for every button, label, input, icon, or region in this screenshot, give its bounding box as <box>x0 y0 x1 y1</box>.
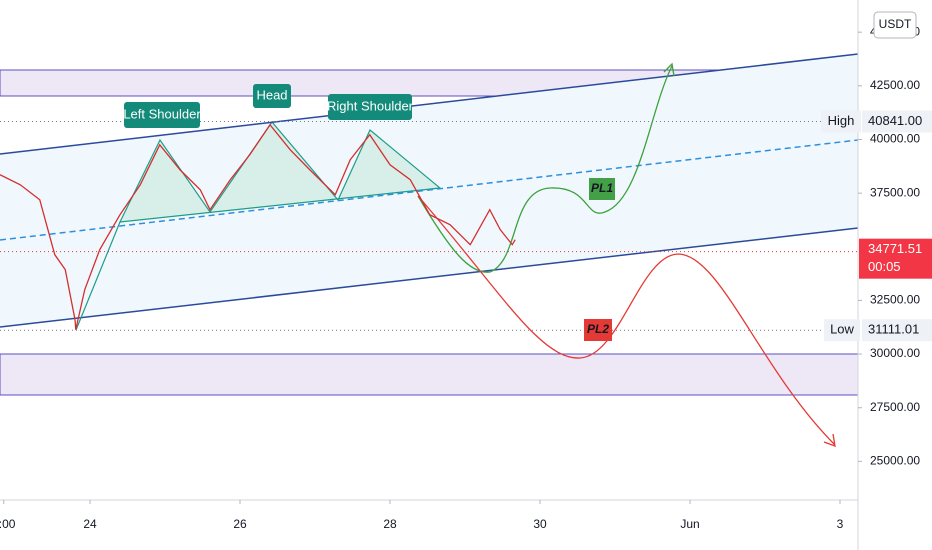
channel-bottom <box>0 227 859 328</box>
y-tick-label: 30000.00 <box>870 346 920 360</box>
last-tag <box>859 238 932 279</box>
annotation: Head <box>256 87 287 102</box>
path-pl1 <box>417 62 675 273</box>
low-tag <box>824 319 860 342</box>
y-tick-label: 32500.00 <box>870 293 920 307</box>
x-tick-label: 1:00 <box>0 517 16 531</box>
x-tick-label: 3 <box>837 517 844 531</box>
y-tick-label: 27500.00 <box>870 400 920 414</box>
annotation: Right Shoulder <box>327 98 414 113</box>
label-box <box>124 102 200 128</box>
high-label: High <box>828 113 855 128</box>
y-tick-label: 37500.00 <box>870 185 920 199</box>
currency: USDT <box>879 17 912 31</box>
countdown: 00:05 <box>868 259 901 274</box>
channel-top <box>0 53 859 155</box>
low-label: Low <box>830 322 854 337</box>
hs-pattern <box>118 121 442 223</box>
plot <box>0 120 858 331</box>
label-box <box>589 178 615 200</box>
label-box <box>253 84 291 108</box>
channel-mid <box>0 139 859 241</box>
high-tag <box>821 110 861 133</box>
y-tick-label: 40000.00 <box>870 132 920 146</box>
path-label: PL1 <box>591 181 613 195</box>
x-tick-label: 30 <box>533 517 547 531</box>
x-tick-label: 28 <box>383 517 397 531</box>
currency-box[interactable] <box>873 11 917 39</box>
path-pl2 <box>417 195 836 447</box>
neck-left <box>75 221 121 331</box>
y-tick-label: 25000.00 <box>870 454 920 468</box>
annotation: Left Shoulder <box>123 106 201 121</box>
drawings <box>0 53 859 447</box>
label-box <box>584 319 612 341</box>
high-value: 40841.00 <box>868 113 922 128</box>
high-value-tag <box>862 110 932 133</box>
x-tick-label: 24 <box>83 517 97 531</box>
last-value: 34771.51 <box>868 241 922 256</box>
low-value-tag <box>862 319 932 342</box>
axes: 45000.0042500.0040000.0037500.0032500.00… <box>0 24 932 531</box>
x-tick-label: 26 <box>233 517 247 531</box>
label-box <box>328 94 412 120</box>
low-value: 31111.01 <box>868 322 919 337</box>
x-tick-label: Jun <box>680 517 699 531</box>
path-label: PL2 <box>587 322 609 336</box>
support-zone <box>0 353 859 396</box>
price-line <box>0 123 516 330</box>
y-tick-label: 42500.00 <box>870 78 920 92</box>
